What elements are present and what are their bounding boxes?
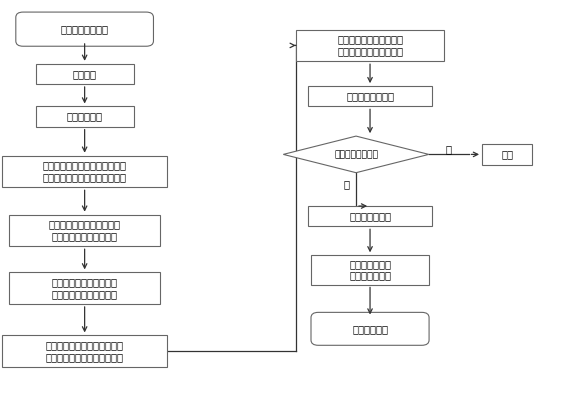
- Bar: [482, 144, 532, 164]
- Bar: [36, 64, 134, 84]
- Text: 否: 否: [445, 144, 452, 155]
- Text: 三维激光点云数据: 三维激光点云数据: [61, 24, 109, 34]
- Text: 是: 是: [343, 180, 350, 189]
- Text: 建立栅格索引: 建立栅格索引: [67, 111, 103, 122]
- Text: 制定特征因子阈值: 制定特征因子阈值: [346, 91, 394, 101]
- Text: 对每个栅格的权值求和，
得到每个栅格的特征因子: 对每个栅格的权值求和， 得到每个栅格的特征因子: [337, 35, 403, 56]
- Text: 判定为道路栅格: 判定为道路栅格: [349, 211, 391, 221]
- Bar: [36, 106, 134, 127]
- Bar: [309, 206, 431, 226]
- Text: 特征因子小于阈值: 特征因子小于阈值: [334, 150, 378, 159]
- Text: 计算各栅格和邻接八栅格的
坡度差，称为八向坡度差: 计算各栅格和邻接八栅格的 坡度差，称为八向坡度差: [49, 220, 121, 241]
- FancyBboxPatch shape: [311, 313, 429, 345]
- Bar: [309, 86, 431, 106]
- Bar: [2, 155, 167, 187]
- Text: 地面滤波: 地面滤波: [72, 69, 96, 79]
- Text: 滤除: 滤除: [501, 149, 513, 160]
- Bar: [2, 335, 167, 367]
- Text: 制定局部坡度差和坡度差
权值之间的对应关系曲线: 制定局部坡度差和坡度差 权值之间的对应关系曲线: [52, 277, 118, 299]
- Bar: [9, 272, 160, 304]
- Bar: [296, 29, 444, 61]
- Text: 实现道路提取: 实现道路提取: [352, 324, 388, 334]
- Text: 反射强度、数学
形态学精化结果: 反射强度、数学 形态学精化结果: [349, 259, 391, 281]
- Bar: [311, 255, 429, 284]
- Text: 各栅格进行局部曲面拟合，求出
中心点对应切面坡度，赋给栅格: 各栅格进行局部曲面拟合，求出 中心点对应切面坡度，赋给栅格: [43, 161, 127, 182]
- Text: 将各栅格的八向坡度差代入对
应关系曲线得到八个对应权值: 将各栅格的八向坡度差代入对 应关系曲线得到八个对应权值: [45, 340, 123, 362]
- FancyBboxPatch shape: [16, 12, 154, 46]
- Polygon shape: [283, 136, 429, 173]
- Bar: [9, 215, 160, 246]
